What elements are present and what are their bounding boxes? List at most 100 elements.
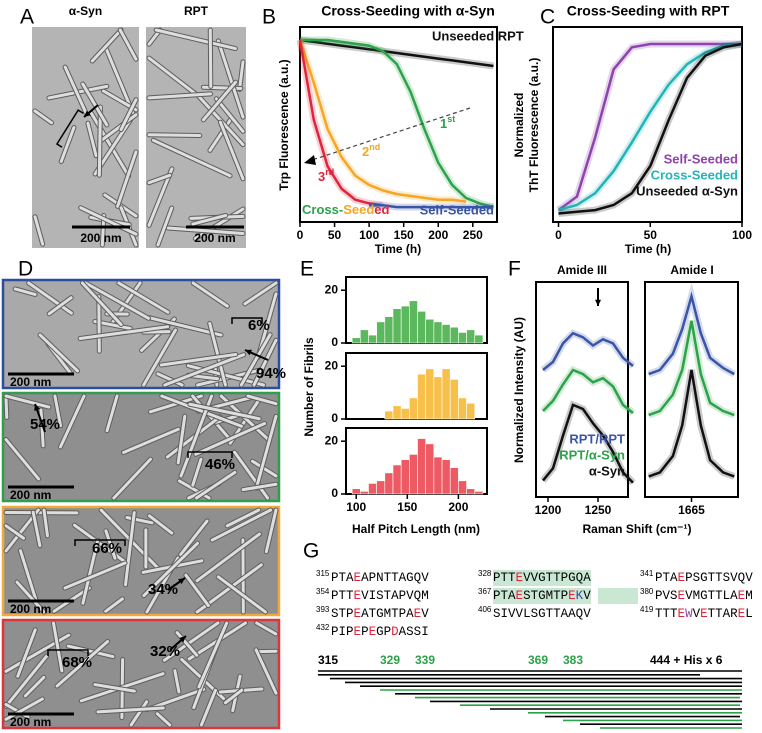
residue: G: [700, 571, 708, 585]
highlight: [598, 588, 638, 604]
residue: M: [745, 589, 753, 603]
series-line: [648, 291, 735, 376]
residue: V: [685, 589, 693, 603]
fibril: [233, 450, 270, 500]
residue: M: [384, 607, 392, 621]
residue: E: [354, 571, 362, 585]
hist-bar: [392, 308, 402, 344]
y-axis-label: ThT Fluorescence (a.u.): [527, 58, 541, 193]
series-line: [557, 42, 742, 212]
series-line: [298, 39, 384, 207]
residue-number: 354: [316, 587, 330, 596]
series-line: [300, 38, 494, 209]
residue: Q: [414, 571, 422, 585]
fibril: [156, 206, 174, 247]
arrow-head: [594, 299, 602, 306]
fibril: [254, 414, 278, 490]
residue-number: 406: [478, 605, 492, 614]
residue: E: [678, 607, 686, 621]
fibril: [195, 532, 261, 583]
fibril: [84, 281, 151, 320]
residue: M: [421, 589, 429, 603]
plot-frame: [644, 281, 739, 498]
residue: V: [583, 607, 591, 621]
chart-title: Amide I: [670, 263, 713, 277]
residue: A: [346, 571, 354, 585]
fibril: [15, 580, 46, 614]
residue: V: [516, 607, 524, 621]
highlight: [493, 588, 591, 604]
x-tick-label: 200: [428, 228, 448, 242]
fibril: [191, 213, 228, 226]
x-axis-label: Raman Shift (cm⁻¹): [582, 522, 691, 536]
fibrils: [146, 27, 246, 248]
fibril: [252, 338, 278, 387]
residue: I: [339, 625, 347, 639]
fibril: [166, 226, 245, 236]
x-tick-label: 150: [394, 228, 414, 242]
arrow-head: [34, 404, 40, 411]
cross-seeded-part: Cross-: [302, 202, 343, 217]
fibril: [255, 621, 278, 636]
percent-label: 94%: [256, 365, 286, 382]
plot-frame: [299, 26, 498, 223]
hist-bar: [433, 456, 443, 495]
arrow-head: [179, 636, 186, 643]
hist-bar: [400, 408, 410, 420]
hist-bar: [441, 368, 451, 420]
residue: S: [531, 607, 539, 621]
fibril: [104, 46, 135, 115]
legend-label: Self-Seeded: [664, 151, 738, 166]
residue-number: 367: [478, 587, 492, 596]
hist-bar: [441, 324, 451, 344]
arrow-head: [178, 578, 185, 585]
scale-bar-label: 200 nm: [194, 231, 235, 245]
cross-seeded-label: Cross-Seeded: [302, 202, 389, 217]
residue: P: [561, 589, 569, 603]
percent-label: 68%: [62, 654, 92, 671]
residue: I: [369, 589, 377, 603]
fibril: [122, 427, 180, 454]
fibril: [119, 98, 138, 132]
residue: T: [553, 589, 561, 603]
residue: M: [546, 589, 554, 603]
residue-number: 432: [316, 623, 330, 632]
residue: S: [523, 589, 531, 603]
fibril: [31, 510, 42, 548]
fibril: [93, 683, 136, 693]
series-line: [542, 403, 634, 484]
residue: A: [508, 589, 516, 603]
residue: G: [568, 571, 576, 585]
hist-bar: [458, 397, 467, 420]
fibril: [243, 281, 278, 306]
x-tick-label: 50: [644, 228, 658, 242]
residue: G: [700, 589, 708, 603]
percent-label: 54%: [30, 416, 60, 433]
residue: T: [546, 607, 554, 621]
construct-number: 383: [563, 653, 583, 667]
bracket: [47, 649, 89, 656]
residue: I: [421, 625, 429, 639]
hist-bar: [417, 438, 426, 495]
hist-bar: [384, 472, 394, 495]
series-line: [542, 331, 634, 371]
construct-number: 369: [528, 653, 548, 667]
fibril: [160, 394, 244, 428]
hist-bar: [400, 305, 410, 344]
residue: S: [331, 607, 339, 621]
fibril: [98, 113, 138, 144]
x-tick-label: 200: [448, 500, 468, 514]
legend-label: Cross-Seeded: [651, 167, 738, 182]
residue: P: [331, 625, 339, 639]
construct-number: 444 + His x 6: [650, 653, 723, 667]
fibril: [80, 281, 123, 327]
residue: E: [678, 589, 686, 603]
residue: T: [708, 589, 716, 603]
y-tick-label: 0: [331, 335, 338, 349]
hist-bar: [425, 443, 435, 495]
fibril: [38, 333, 80, 373]
residue: E: [354, 589, 362, 603]
residue: Q: [414, 589, 422, 603]
residue: A: [730, 589, 738, 603]
series-label: 1st: [440, 114, 455, 131]
